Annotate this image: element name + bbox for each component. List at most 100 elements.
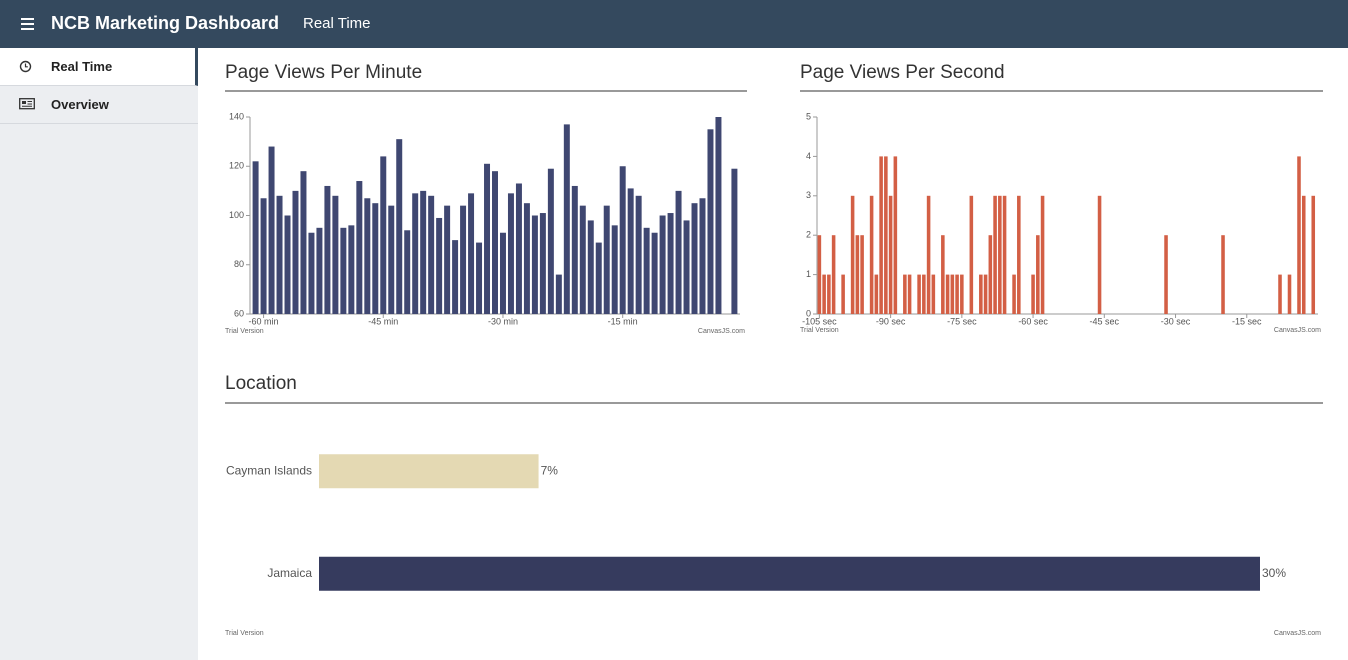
- bar: [563, 124, 570, 314]
- x-tick-label: -45 min: [368, 316, 398, 326]
- bar: [364, 198, 371, 314]
- bar: [667, 213, 674, 314]
- bar: [941, 235, 945, 314]
- bar: [1278, 274, 1282, 314]
- bar: [917, 274, 921, 314]
- value-label: 30%: [1262, 566, 1286, 580]
- bar: [300, 171, 307, 314]
- y-tick-label: 5: [806, 111, 811, 121]
- bar: [452, 240, 459, 314]
- bar: [1097, 195, 1102, 314]
- bar: [715, 117, 722, 314]
- bar: [252, 161, 259, 314]
- bar: [319, 556, 1260, 591]
- bar: [822, 274, 826, 314]
- bar: [874, 274, 879, 314]
- bar: [348, 225, 355, 314]
- bar: [1164, 235, 1168, 314]
- bar: [476, 242, 483, 314]
- x-tick-label: -30 sec: [1161, 316, 1191, 326]
- bar: [436, 217, 443, 314]
- bar: [515, 183, 522, 314]
- top-bar: NCB Marketing Dashboard Real Time: [0, 0, 1348, 48]
- bar: [619, 166, 626, 314]
- bar: [1040, 195, 1045, 314]
- bar: [855, 235, 860, 314]
- bar: [707, 129, 714, 314]
- bar: [635, 195, 642, 314]
- bar: [316, 227, 323, 314]
- x-tick-label: -45 sec: [1090, 316, 1120, 326]
- bar: [1221, 235, 1225, 314]
- credit: CanvasJS.com: [1274, 630, 1321, 637]
- nav-item[interactable]: Real Time: [0, 48, 198, 86]
- bar: [884, 156, 888, 314]
- y-tick-label: 2: [806, 230, 811, 240]
- watermark: Trial Version: [225, 328, 264, 335]
- bar: [869, 195, 874, 314]
- bar: [484, 163, 491, 314]
- y-tick-label: 1: [806, 269, 811, 279]
- chart-title: Page Views Per Minute: [225, 62, 422, 83]
- app-title: NCB Marketing Dashboard: [51, 13, 280, 33]
- bar: [1002, 195, 1007, 314]
- bar: [539, 213, 546, 314]
- bar: [587, 220, 594, 314]
- bar: [380, 156, 387, 314]
- nav-item[interactable]: Overview: [0, 86, 198, 124]
- x-tick-label: -60 min: [249, 316, 279, 326]
- bar: [922, 274, 926, 314]
- bar: [907, 274, 912, 314]
- bar: [507, 193, 514, 314]
- bar: [547, 168, 554, 314]
- bar: [988, 235, 993, 314]
- bar: [651, 232, 658, 314]
- credit: CanvasJS.com: [698, 328, 745, 335]
- x-tick-label: -15 min: [608, 316, 638, 326]
- bar: [1036, 235, 1040, 314]
- bar: [611, 225, 618, 314]
- bar: [388, 205, 395, 314]
- bar: [396, 139, 403, 314]
- bar: [412, 193, 419, 314]
- bar: [603, 205, 610, 314]
- bar: [324, 185, 331, 314]
- bar: [1031, 274, 1035, 314]
- bar: [888, 195, 893, 314]
- bar: [284, 215, 291, 314]
- bar: [627, 188, 634, 314]
- bar: [1287, 274, 1292, 314]
- bar: [1311, 195, 1316, 314]
- clock-icon: [19, 60, 32, 73]
- bar: [292, 190, 299, 314]
- bar: [531, 215, 538, 314]
- bar: [841, 274, 845, 314]
- nav-label: Overview: [51, 97, 109, 112]
- bar: [468, 193, 475, 314]
- bar: [955, 274, 959, 314]
- bar: [555, 274, 562, 314]
- y-tick-label: 4: [806, 151, 811, 161]
- bar: [993, 195, 997, 314]
- bar: [420, 190, 427, 314]
- chart-title: Page Views Per Second: [800, 62, 1005, 83]
- menu-button[interactable]: [21, 18, 34, 30]
- bar: [571, 185, 578, 314]
- bar: [831, 235, 836, 314]
- x-tick-label: -30 min: [488, 316, 518, 326]
- bar: [499, 232, 506, 314]
- y-tick-label: 100: [229, 210, 244, 220]
- bar: [492, 171, 498, 314]
- bar: [340, 227, 347, 314]
- x-tick-label: -105 sec: [802, 316, 837, 326]
- chart-title: Location: [225, 373, 297, 394]
- news-icon: [19, 98, 35, 110]
- bar: [276, 195, 283, 314]
- bar: [595, 242, 602, 314]
- bar: [356, 181, 363, 314]
- bar: [319, 454, 539, 489]
- bar: [931, 274, 936, 314]
- nav-label: Real Time: [51, 59, 113, 74]
- bar: [308, 232, 315, 314]
